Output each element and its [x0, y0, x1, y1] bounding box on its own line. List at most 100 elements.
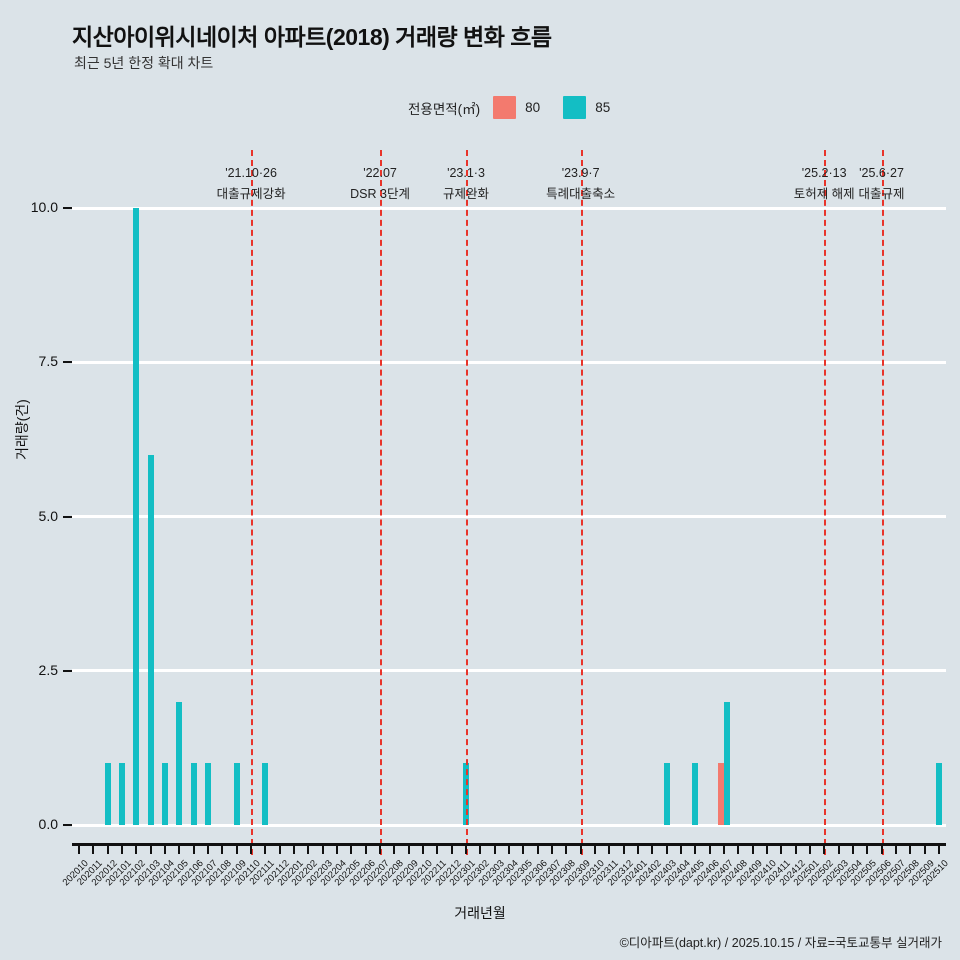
annotation-text: 특례대출축소: [546, 187, 616, 201]
y-tick-mark: [63, 824, 72, 826]
bar-202106-85[interactable]: [190, 763, 197, 825]
x-tick-mark: [751, 843, 754, 854]
annotation-text: 토허제 해제: [793, 187, 855, 201]
y-tick-label: 5.0: [38, 507, 58, 524]
bar-202407-85[interactable]: [723, 701, 730, 825]
bar-202109-85[interactable]: [233, 763, 240, 825]
x-tick-mark: [106, 843, 109, 854]
y-tick-label: 7.5: [38, 353, 58, 370]
x-tick-mark: [794, 843, 797, 854]
x-tick-mark: [866, 843, 869, 854]
x-tick-mark: [708, 843, 711, 854]
x-tick-mark: [937, 843, 940, 854]
bar-202403-85[interactable]: [663, 763, 670, 825]
x-tick-mark: [479, 843, 482, 854]
x-tick-mark: [307, 843, 310, 854]
x-tick-mark: [221, 843, 224, 854]
annotation-date: '22.07: [363, 166, 397, 180]
x-tick-mark: [164, 843, 167, 854]
bar-202107-85[interactable]: [205, 763, 212, 825]
y-tick-label: 2.5: [38, 661, 58, 678]
legend: 전용면적(㎡) 80 85: [408, 96, 624, 119]
annotation-line-202110: [251, 150, 254, 855]
x-tick-mark: [350, 843, 353, 854]
bar-202407-80[interactable]: [717, 763, 724, 825]
x-tick-mark: [192, 843, 195, 854]
annotation-label-202506: '25.6·27 대출규제: [812, 166, 952, 202]
x-tick-mark: [780, 843, 783, 854]
x-tick-mark: [78, 843, 81, 854]
bar-202102-85[interactable]: [133, 208, 140, 825]
gridline: [72, 360, 946, 364]
legend-title: 전용면적(㎡): [408, 101, 481, 117]
x-tick-mark: [909, 843, 912, 854]
x-tick-mark: [121, 843, 124, 854]
x-tick-mark: [493, 843, 496, 854]
annotation-label-202301: '23.1·3 규제완화: [396, 166, 536, 202]
x-axis-title: 거래년월: [454, 905, 506, 921]
x-tick-mark: [550, 843, 553, 854]
annotation-date: '23.1·3: [447, 166, 485, 180]
footer-credit: ©디아파트(dapt.kr) / 2025.10.15 / 자료=국토교통부 실…: [619, 936, 942, 950]
x-tick-mark: [694, 843, 697, 854]
x-tick-mark: [207, 843, 210, 854]
x-tick-mark: [465, 843, 468, 854]
x-tick-mark: [608, 843, 611, 854]
bar-202012-85[interactable]: [104, 763, 111, 825]
annotation-label-202110: '21.10·26 대출규제강화: [181, 166, 321, 202]
gridline: [72, 669, 946, 673]
x-tick-mark: [636, 843, 639, 854]
y-tick-label: 10.0: [30, 199, 58, 215]
x-tick-mark: [651, 843, 654, 854]
annotation-date: '25.2·13: [801, 166, 847, 180]
x-tick-mark: [722, 843, 725, 854]
legend-label-80: 80: [525, 100, 541, 115]
gridline: [72, 823, 946, 827]
x-tick-mark: [407, 843, 410, 854]
annotation-date: '23.9·7: [561, 166, 600, 180]
bar-202104-85[interactable]: [162, 763, 169, 825]
y-tick-mark: [63, 361, 72, 364]
x-tick-mark: [379, 843, 382, 854]
x-tick-mark: [837, 843, 840, 854]
page-subtitle: 최근 5년 한정 확대 차트: [74, 55, 214, 71]
bar-202301-85[interactable]: [463, 763, 470, 825]
legend-swatch-80: [493, 96, 517, 119]
bar-202405-85[interactable]: [692, 763, 699, 825]
annotation-line-202309: [580, 150, 583, 855]
x-tick-mark: [923, 843, 926, 854]
y-tick-mark: [63, 207, 72, 209]
x-tick-mark: [364, 843, 367, 854]
x-tick-mark: [536, 843, 539, 854]
annotation-label-202309: '23.9·7 특례대출축소: [511, 166, 651, 202]
x-tick-mark: [522, 843, 525, 854]
x-tick-mark: [450, 843, 453, 854]
y-tick-mark: [63, 669, 72, 672]
plot-area: [72, 206, 946, 827]
y-tick-label: 0.0: [38, 816, 58, 832]
annotation-label-202502: '25.2·13 토허제 해제: [754, 166, 894, 202]
bar-202103-85[interactable]: [147, 454, 154, 825]
annotation-line-202506: [881, 150, 884, 855]
x-tick-mark: [823, 843, 826, 854]
annotation-text: 규제완화: [443, 187, 490, 201]
bar-202510-85[interactable]: [935, 763, 942, 825]
y-axis-title: 거래량(건): [14, 399, 30, 460]
legend-label-85: 85: [595, 100, 611, 115]
x-tick-mark: [393, 843, 396, 854]
x-tick-mark: [737, 843, 740, 854]
annotation-text: DSR 3단계: [350, 187, 410, 201]
annotation-line-202207: [380, 150, 383, 855]
x-tick-mark: [250, 843, 253, 854]
x-tick-mark: [293, 843, 296, 854]
x-tick-mark: [264, 843, 267, 854]
annotation-text: 대출규제: [858, 187, 905, 201]
gridline: [72, 206, 946, 210]
annotation-line-202301: [466, 150, 469, 855]
bar-202111-85[interactable]: [262, 763, 269, 825]
bar-202105-85[interactable]: [176, 701, 183, 825]
bar-202101-85[interactable]: [119, 763, 126, 825]
x-tick-mark: [178, 843, 181, 854]
x-tick-mark: [880, 843, 883, 854]
x-tick-mark: [436, 843, 439, 854]
